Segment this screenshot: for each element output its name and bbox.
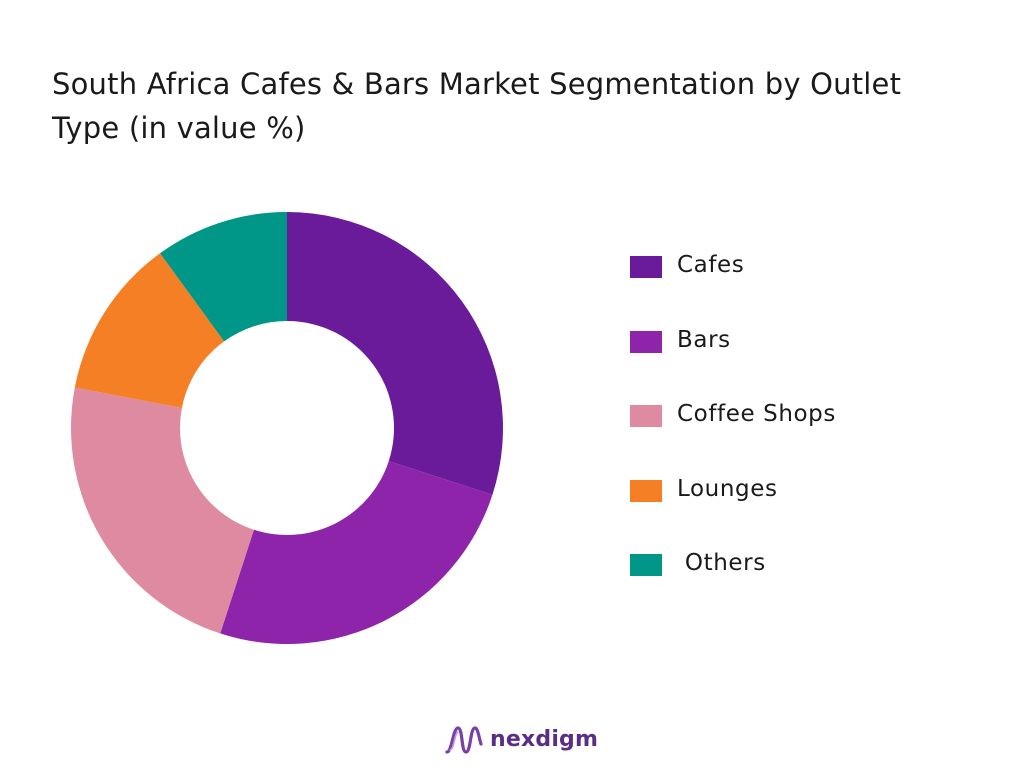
legend-swatch-cafes [630,256,662,278]
legend-item-coffee-shops: Coffee Shops [630,397,950,427]
legend-swatch-bars [630,330,662,353]
slice-lounges [74,253,225,408]
brand-logo: nexdigm [444,722,604,758]
legend-item-bars: Bars [630,323,950,353]
slice-cafes [287,212,504,495]
legend-label-others: Others [677,550,766,576]
legend-item-cafes: Cafes [630,248,950,278]
legend-item-lounges: Lounges [630,472,950,502]
nexdigm-logo-icon [445,726,483,754]
legend-swatch-coffee-shops [630,405,662,427]
legend-swatch-lounges [630,479,662,502]
slice-bars [220,461,493,645]
chart-title: South Africa Cafes & Bars Market Segment… [52,67,902,145]
legend-label-bars: Bars [677,326,731,353]
slice-coffee-shops [70,387,254,634]
legend-item-others: Others [630,546,950,576]
legend-label-cafes: Cafes [677,252,745,278]
legend-swatch-others [630,554,662,576]
brand-name: nexdigm [490,727,599,752]
legend-label-lounges: Lounges [677,475,778,502]
legend-label-coffee-shops: Coffee Shops [677,401,836,427]
slice-others [160,212,287,342]
